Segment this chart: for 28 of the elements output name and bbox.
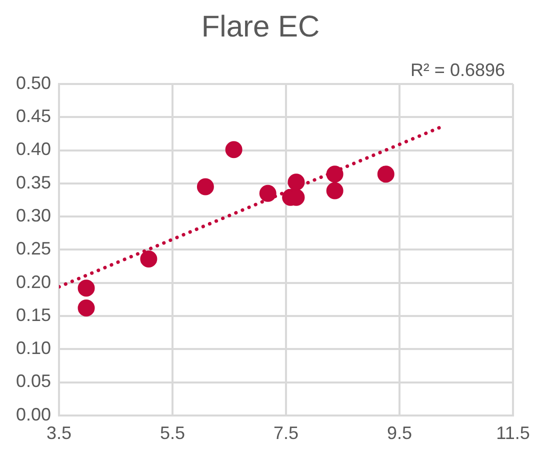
y-tick-label: 0.15	[16, 304, 52, 325]
point	[78, 280, 95, 297]
point	[78, 300, 95, 317]
x-tick-label: 3.5	[46, 423, 72, 444]
point	[225, 141, 242, 158]
y-tick-label: 0.05	[16, 371, 52, 392]
x-tick-label: 11.5	[496, 423, 530, 444]
x-tick-label: 7.5	[274, 423, 299, 444]
chart-title: Flare EC	[201, 10, 320, 44]
point	[377, 166, 394, 183]
point	[326, 166, 344, 183]
x-tick-label: 9.5	[386, 423, 412, 444]
y-tick-label: 0.45	[16, 106, 52, 126]
point	[140, 250, 158, 268]
y-tick-label: 0.30	[16, 206, 52, 226]
text: R² = 0.6896	[410, 60, 505, 80]
y-tick-label: 0.20	[16, 272, 52, 292]
y-tick-label: 0.10	[16, 338, 52, 358]
y-tick-label: 0.35	[16, 172, 52, 192]
x-tick-label: 5.5	[160, 423, 186, 444]
y-tick-label: 0.25	[16, 238, 52, 259]
point	[196, 178, 214, 196]
point	[326, 182, 344, 200]
y-tick-label: 0.00	[16, 404, 52, 424]
point	[259, 184, 276, 202]
point	[288, 174, 305, 191]
y-tick-label: 0.40	[16, 139, 52, 160]
y-tick-label: 0.50	[16, 72, 52, 93]
